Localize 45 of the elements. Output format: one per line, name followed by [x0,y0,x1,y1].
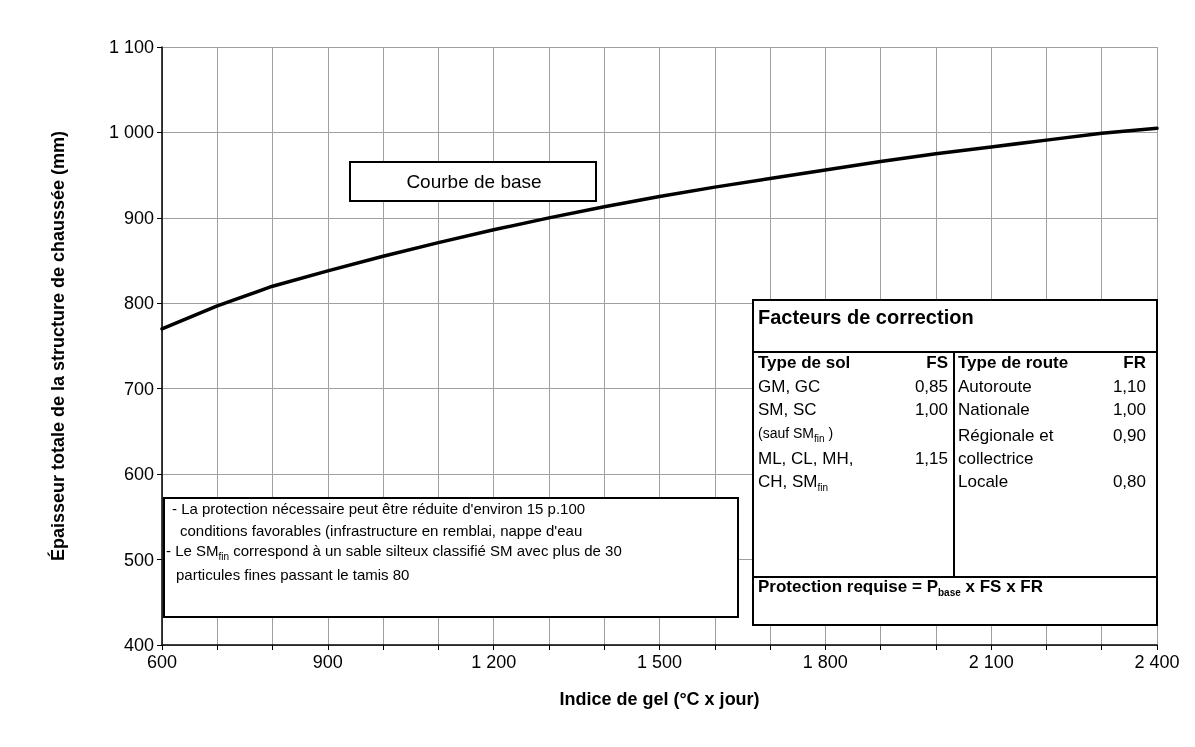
x-tick-label: 600 [146,652,178,672]
annotation: Nationale [958,399,1030,419]
annotation: Locale [958,471,1009,491]
annotation: FS [926,352,948,372]
x-tick-label: 1 800 [802,652,848,672]
x-tick-label: 2 400 [1134,652,1180,672]
y-axis-title: Épaisseur totale de la structure de chaussée (mm) [47,130,68,562]
annotation: Type de sol [758,352,851,372]
y-tick-label: 700 [123,378,154,399]
y-tick-label: 900 [123,207,154,228]
annotation: (sauf SM$_{fin}$ ) [758,425,834,444]
annotation: Facteurs de correction [758,306,974,328]
y-tick-label: 1 000 [108,122,154,143]
annotation: - La protection nécessaire peut être réduite d'environ 15 p.100 [172,499,586,517]
annotation: conditions favorables (infrastructure en remblai, nappe d'eau [180,521,583,539]
x-tick-label: 1 500 [636,652,683,672]
x-tick-label: 900 [312,652,343,672]
x-tick-label: 1 200 [471,652,517,672]
annotation: Autoroute [958,376,1032,396]
annotation: 1,15 [914,448,948,468]
annotation: 1,10 [1112,376,1146,396]
annotation: Régionale et [958,425,1054,445]
annotation: Protection requise = P$_{base}$ x FS x FR [758,576,1043,599]
annotation: 0,85 [914,376,948,396]
annotation: 1,00 [914,399,948,419]
y-tick-label: 500 [123,549,154,570]
annotation: 0,90 [1112,425,1146,445]
y-tick-label: 1 100 [108,37,154,57]
x-tick-label: 2 100 [968,652,1014,672]
annotation: particules fines passant le tamis 80 [176,565,410,583]
annotation: 0,80 [1112,471,1146,491]
annotation: SM, SC [758,399,817,419]
annotation: Type de route [958,352,1069,372]
y-tick-label: 600 [123,464,154,485]
annotation: Courbe de base [406,170,542,192]
annotation: - Le SM$_{fin}$ correspond à un sable silteux classifié SM avec plus de 30 [166,541,622,562]
annotation: ML, CL, MH, [758,448,854,468]
annotation: collectrice [958,448,1034,468]
y-tick-label: 800 [123,293,154,314]
annotation: 1,00 [1112,399,1146,419]
annotation: CH, SM$_{fin}$ [758,471,829,494]
annotation: FR [1123,352,1146,372]
y-tick-label: 400 [123,635,154,655]
x-axis-title: Indice de gel (°C x jour) [559,689,760,709]
annotation: GM, GC [758,376,821,396]
